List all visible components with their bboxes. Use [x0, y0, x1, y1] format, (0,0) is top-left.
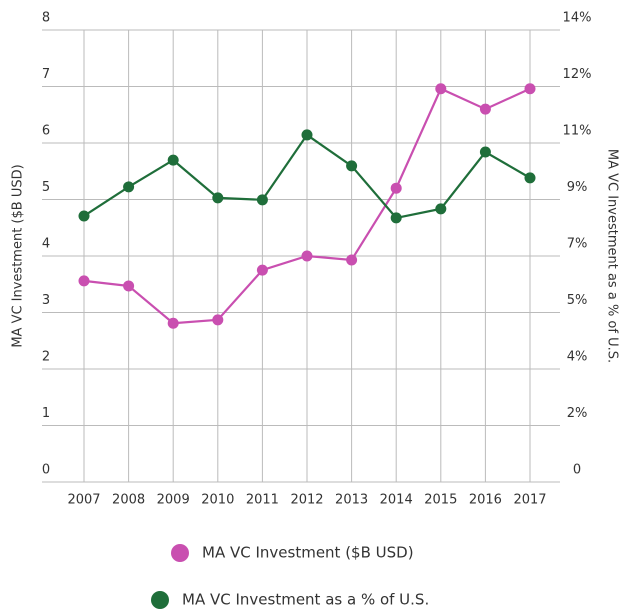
y2-tick-label: 4%	[567, 350, 588, 365]
y2-tick-label: 7%	[567, 237, 588, 252]
data-point	[78, 210, 90, 222]
y-tick-label: 7	[42, 67, 50, 82]
data-point	[212, 192, 224, 204]
data-point	[524, 172, 536, 184]
data-point	[435, 83, 447, 95]
y-tick-label: 4	[42, 237, 50, 252]
x-tick-label: 2017	[513, 493, 546, 508]
data-point	[346, 160, 358, 172]
data-point	[390, 212, 402, 224]
x-tick-label: 2016	[469, 493, 502, 508]
x-tick-label: 2011	[246, 493, 279, 508]
y2-tick-label: 12%	[563, 67, 592, 82]
y2-tick-label: 0	[573, 463, 581, 478]
x-tick-label: 2012	[290, 493, 323, 508]
y-tick-label: 0	[42, 463, 50, 478]
x-tick-label: 2014	[380, 493, 413, 508]
y2-tick-label: 11%	[563, 124, 592, 139]
data-point	[256, 264, 268, 276]
y-tick-label: 2	[42, 350, 50, 365]
x-tick-label: 2013	[335, 493, 368, 508]
data-point	[301, 250, 313, 262]
y-tick-label: 1	[42, 406, 50, 421]
data-point	[435, 203, 447, 215]
y-axis-label: MA VC Investment ($B USD)	[11, 164, 26, 347]
data-point	[390, 182, 402, 194]
y2-tick-label: 14%	[563, 11, 592, 26]
legend-label: MA VC Investment as a % of U.S.	[182, 591, 429, 609]
y2-tick-label: 2%	[567, 406, 588, 421]
legend-marker	[171, 544, 189, 562]
legend-label: MA VC Investment ($B USD)	[202, 544, 414, 562]
x-tick-label: 2015	[424, 493, 457, 508]
x-tick-label: 2008	[112, 493, 145, 508]
data-point	[346, 254, 358, 266]
y-tick-label: 3	[42, 293, 50, 308]
x-tick-label: 2009	[157, 493, 190, 508]
y-tick-label: 8	[42, 11, 50, 26]
data-point	[212, 314, 224, 326]
data-point	[301, 129, 313, 141]
y2-tick-label: 9%	[567, 180, 588, 195]
legend-marker	[151, 591, 169, 609]
y2-axis-label: MA VC Investment as a % of U.S.	[605, 149, 620, 363]
data-point	[123, 280, 135, 292]
data-point	[479, 103, 491, 115]
data-point	[167, 317, 179, 329]
x-tick-label: 2010	[201, 493, 234, 508]
data-point	[78, 275, 90, 287]
data-point	[123, 181, 135, 193]
y-tick-label: 6	[42, 124, 50, 139]
data-point	[256, 194, 268, 206]
x-tick-label: 2007	[67, 493, 100, 508]
y2-tick-label: 5%	[567, 293, 588, 308]
data-point	[167, 154, 179, 166]
data-point	[479, 146, 491, 158]
y-tick-label: 5	[42, 180, 50, 195]
data-point	[524, 83, 536, 95]
